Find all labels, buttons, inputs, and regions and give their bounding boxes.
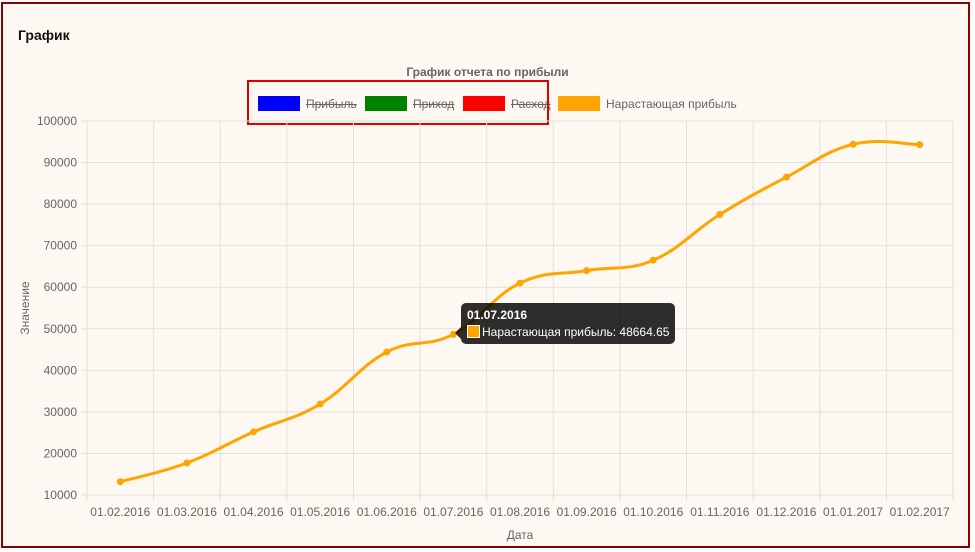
y-axis-ticks: 10000 20000 30000 40000 50000 60000 70000 80000… xyxy=(37,114,77,502)
x-tick-label: 01.02.2016 xyxy=(90,505,150,519)
series-point xyxy=(183,459,191,467)
series-point xyxy=(516,279,524,287)
x-tick-label: 01.02.2017 xyxy=(890,505,950,519)
tooltip-swatch xyxy=(467,325,480,338)
series-point xyxy=(849,140,857,148)
legend-label-expense: Расход xyxy=(511,97,551,111)
x-tick-label: 01.05.2016 xyxy=(290,505,350,519)
tooltip-title: 01.07.2016 xyxy=(467,308,528,322)
legend-label-cumulative-profit: Нарастающая прибыль xyxy=(606,97,737,111)
legend-swatch-profit xyxy=(258,96,300,111)
y-tick-label: 50000 xyxy=(44,322,78,336)
y-tick-label: 70000 xyxy=(44,239,78,253)
y-tick-label: 40000 xyxy=(44,363,78,377)
y-tick-label: 20000 xyxy=(44,446,78,460)
x-tick-label: 01.12.2016 xyxy=(756,505,816,519)
panel-title: График xyxy=(18,27,70,43)
series-points xyxy=(116,140,924,486)
chart-title: График отчета по прибыли xyxy=(406,65,569,79)
legend-swatch-cumulative-profit xyxy=(558,96,600,111)
legend-label-profit: Прибыль xyxy=(306,97,357,111)
y-tick-label: 60000 xyxy=(44,280,78,294)
x-tick-label: 01.04.2016 xyxy=(224,505,284,519)
y-tick-label: 90000 xyxy=(44,156,78,170)
data-tooltip: 01.07.2016 Нарастающая прибыль: 48664.65 xyxy=(455,303,675,344)
tooltip-caret xyxy=(455,327,461,339)
x-tick-label: 01.03.2016 xyxy=(157,505,217,519)
y-tick-label: 10000 xyxy=(44,488,78,502)
series-point xyxy=(716,211,724,218)
series-point xyxy=(782,173,790,181)
tooltip-body: Нарастающая прибыль: 48664.65 xyxy=(482,325,670,339)
legend-swatch-income xyxy=(365,96,407,111)
series-point xyxy=(316,400,324,408)
series-point xyxy=(649,256,657,264)
series-point xyxy=(250,428,258,436)
x-tick-label: 01.08.2016 xyxy=(490,505,550,519)
y-tick-label: 80000 xyxy=(44,197,78,211)
legend-swatch-expense xyxy=(463,96,505,111)
x-axis-ticks: 01.02.2016 01.03.2016 01.04.2016 01.05.2016… xyxy=(90,505,950,519)
x-tick-label: 01.06.2016 xyxy=(357,505,417,519)
x-tick-label: 01.11.2016 xyxy=(690,505,749,519)
series-point xyxy=(583,267,591,275)
x-tick-label: 01.10.2016 xyxy=(623,505,683,519)
x-axis-title: Дата xyxy=(507,528,534,542)
x-tick-label: 01.07.2016 xyxy=(423,505,483,519)
y-tick-label: 100000 xyxy=(37,114,77,128)
series-point xyxy=(916,141,924,149)
y-tick-label: 30000 xyxy=(44,405,78,419)
y-axis-title: Значение xyxy=(18,281,32,335)
legend-label-income: Приход xyxy=(413,97,455,111)
series-point xyxy=(116,478,124,486)
x-tick-label: 01.09.2016 xyxy=(557,505,617,519)
x-tick-label: 01.01.2017 xyxy=(823,505,883,519)
series-point xyxy=(383,348,391,356)
